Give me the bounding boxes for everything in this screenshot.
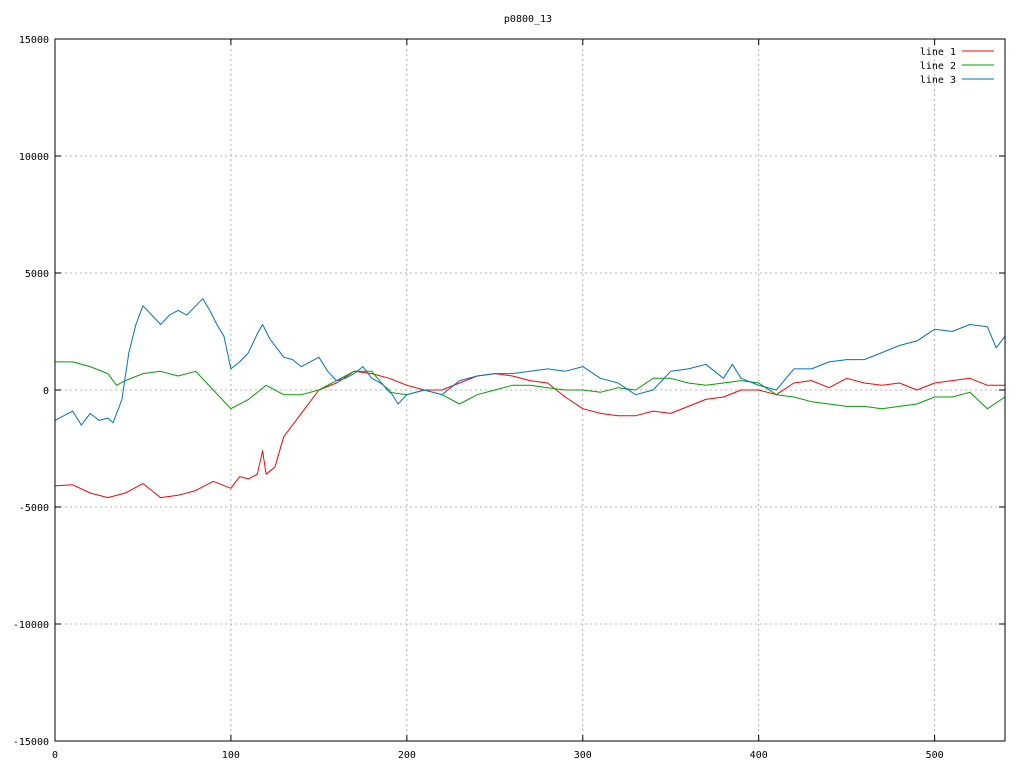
legend: line 1 line 2 line 3: [920, 47, 994, 86]
y-tick-label: -10000: [13, 620, 49, 631]
y-tick-label: 15000: [19, 35, 49, 46]
x-tick-label: 100: [222, 750, 240, 761]
x-tick-label: 0: [52, 750, 58, 761]
series-line-3: [54, 298, 1006, 426]
y-tick-label: 5000: [25, 269, 49, 280]
legend-label: line 3: [920, 75, 956, 86]
y-tick-label: 10000: [19, 152, 49, 163]
series-lines: [54, 298, 1006, 499]
x-tick-label: 200: [398, 750, 416, 761]
x-tick-label: 300: [574, 750, 592, 761]
y-tick-label: 0: [43, 386, 49, 397]
grid: [55, 39, 1005, 741]
x-tick-label: 500: [926, 750, 944, 761]
axis-ticks: 0 100 200 300 400 500 -15000 -10000 -5000 0 5000 10…: [13, 35, 1005, 761]
chart-title: p0800_13: [504, 14, 552, 25]
legend-label: line 1: [920, 47, 956, 58]
x-tick-label: 400: [750, 750, 768, 761]
y-tick-label: -5000: [19, 503, 49, 514]
legend-label: line 2: [920, 61, 956, 72]
y-tick-label: -15000: [13, 737, 49, 748]
series-line-2: [55, 361, 1006, 410]
